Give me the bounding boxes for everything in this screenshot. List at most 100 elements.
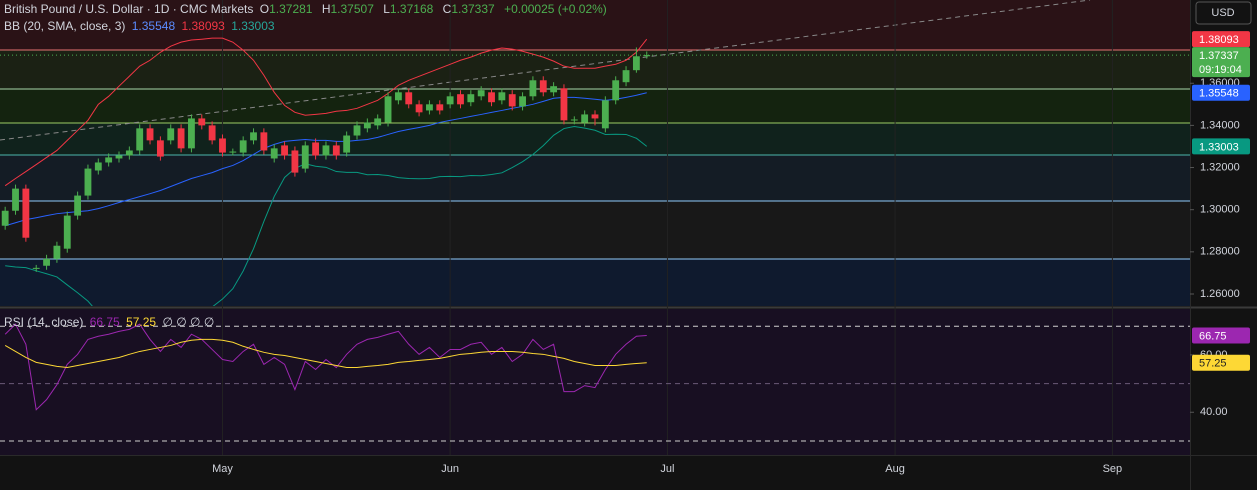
ohlc-item: H1.37507 [322,2,377,16]
ohlc-label: L [383,2,390,16]
candle-body [622,70,630,83]
candle-body [239,140,247,153]
price-tag [1192,84,1250,101]
candle-body [591,114,599,119]
rsi-tag [1192,327,1250,344]
candle-body [136,128,144,151]
candle-body [415,104,423,113]
candle-body [229,151,237,153]
candle-body [198,118,206,126]
candle-body [301,145,309,169]
zone [0,155,1190,201]
candle-body [177,128,185,149]
candle-body [74,195,82,216]
zone [0,0,1190,50]
countdown: 09:19:04 [1199,64,1242,76]
candle-body [643,55,651,57]
ohlc-label: H [321,2,331,16]
ohlc-value: 1.37281 [269,2,313,16]
candle-body [125,150,133,156]
candle-body [115,155,123,159]
candle-body [146,128,154,141]
candle-body [508,94,516,107]
candle-body [312,142,320,156]
ohlc-value: 1.37168 [389,2,434,16]
candle-body [436,104,444,111]
candle-body [343,135,351,153]
line-series [4,338,647,369]
candle-body [581,114,589,123]
candle-body [22,188,30,238]
candle-body [43,258,50,266]
candle-body [156,140,164,157]
ohlc-value: 1.37337 [451,2,495,16]
line-series [4,37,648,187]
candle-body [457,94,464,105]
candle-body [374,118,382,126]
candle-body [539,80,547,93]
candle-body [260,132,268,151]
indicator-value: 1.33003 [231,19,275,33]
price-tag-label: 1.38093 [1199,34,1239,46]
candle-body [405,92,413,105]
axes: 1.260001.280001.300001.320001.340001.360… [1190,31,1250,418]
rsi-ma-value: 57.25 [126,315,157,329]
trend-line [0,0,1091,141]
currency-box[interactable] [1195,1,1252,25]
candle-body [477,90,485,97]
line-series [5,125,648,306]
price-tag-label: 1.33003 [1199,141,1239,153]
candle-body [208,125,216,141]
zone [0,259,1190,306]
y-tick-label: 40.00 [1200,406,1228,418]
candle-body [281,145,288,156]
price-plot [0,37,1190,306]
rsi-tag [1192,354,1250,371]
candle-body [94,162,102,171]
candle-body [105,157,113,163]
price-tag-label: 1.37337 [1199,50,1239,62]
y-tick-label: 1.26000 [1200,288,1240,300]
bb-legend: BB (20, SMA, close, 3) 1.35548 1.38093 1… [4,19,278,33]
ohlc-item: O1.37281 [260,2,316,16]
zone [0,201,1190,259]
y-tick-label: 1.30000 [1200,204,1240,216]
candle-body [250,132,257,141]
x-tick-label: May [212,463,233,475]
header-legend: British Pound / U.S. Dollar · 1D · CMC M… [4,2,610,16]
price-tag [1192,138,1250,155]
x-tick-label: Jul [660,463,674,475]
candle-body [291,150,299,173]
indicator-value: 1.38093 [181,19,225,33]
candle-body [632,56,640,71]
candle-body [63,215,71,249]
zone [0,123,1190,155]
x-tick-label: Sep [1103,463,1123,475]
candle-body [498,92,506,101]
candle-body [426,104,433,111]
candle-body [270,148,278,159]
candle-body [32,267,40,269]
candle-body [363,122,371,129]
candle-body [384,96,392,123]
y-tick-label: 1.32000 [1200,161,1240,173]
candle-body [188,118,195,149]
time-axis: May Jun Jul Aug Sep [212,0,1122,475]
x-tick-label: Jun [441,463,459,475]
candle-body [167,128,175,141]
price-tag-label: 1.35548 [1199,88,1239,100]
currency[interactable]: USD [1211,7,1234,19]
line-series [4,323,647,411]
rsi-label: RSI (14, close) [4,315,84,329]
candle-body [570,119,578,121]
indicator-label: BB (20, SMA, close, 3) [4,19,126,33]
rsi-extra: ∅ ∅ ∅ ∅ [162,315,215,329]
candle-body [53,245,61,259]
candle-body [488,92,495,103]
rsi-legend: RSI (14, close) 66.75 57.25 ∅ ∅ ∅ ∅ [4,315,217,329]
candle-body [467,94,475,103]
ohlc-item: C1.37337 [443,2,498,16]
